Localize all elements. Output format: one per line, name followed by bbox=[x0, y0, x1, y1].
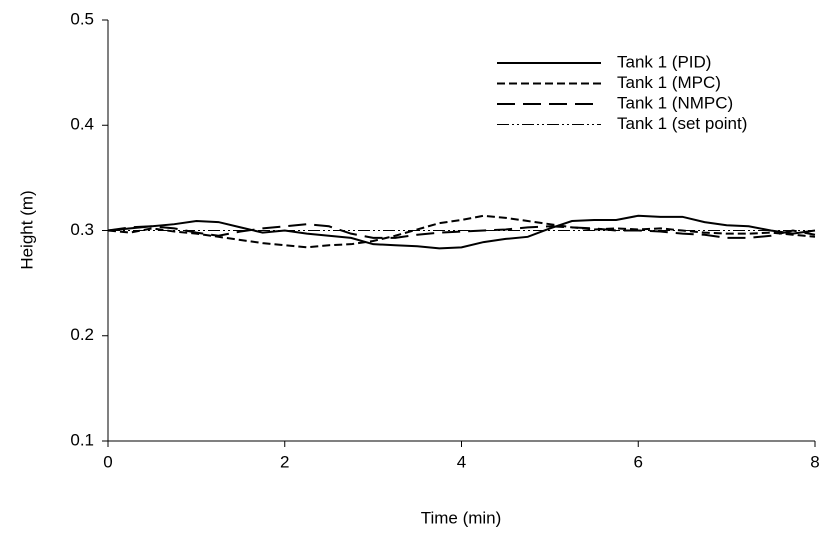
x-tick-label: 2 bbox=[280, 452, 289, 471]
data-line bbox=[107, 214, 816, 249]
data-line bbox=[107, 214, 816, 250]
legend-label: Tank 1 (MPC) bbox=[617, 73, 721, 92]
y-tick-label: 0.1 bbox=[70, 430, 94, 449]
y-tick-label: 0.5 bbox=[70, 9, 94, 28]
x-tick-label: 6 bbox=[634, 452, 643, 471]
legend-label: Tank 1 (set point) bbox=[617, 114, 747, 133]
x-tick-label: 8 bbox=[810, 452, 819, 471]
y-tick-label: 0.4 bbox=[70, 115, 94, 134]
x-tick-label: 0 bbox=[103, 452, 112, 471]
x-tick-label: 4 bbox=[457, 452, 466, 471]
y-tick-label: 0.3 bbox=[70, 220, 94, 239]
y-tick-label: 0.2 bbox=[70, 325, 94, 344]
x-axis-label: Time (min) bbox=[421, 508, 502, 527]
legend-label: Tank 1 (NMPC) bbox=[617, 93, 733, 112]
legend-label: Tank 1 (PID) bbox=[617, 52, 711, 71]
y-axis-label: Height (m) bbox=[17, 190, 36, 269]
data-line bbox=[107, 223, 816, 239]
